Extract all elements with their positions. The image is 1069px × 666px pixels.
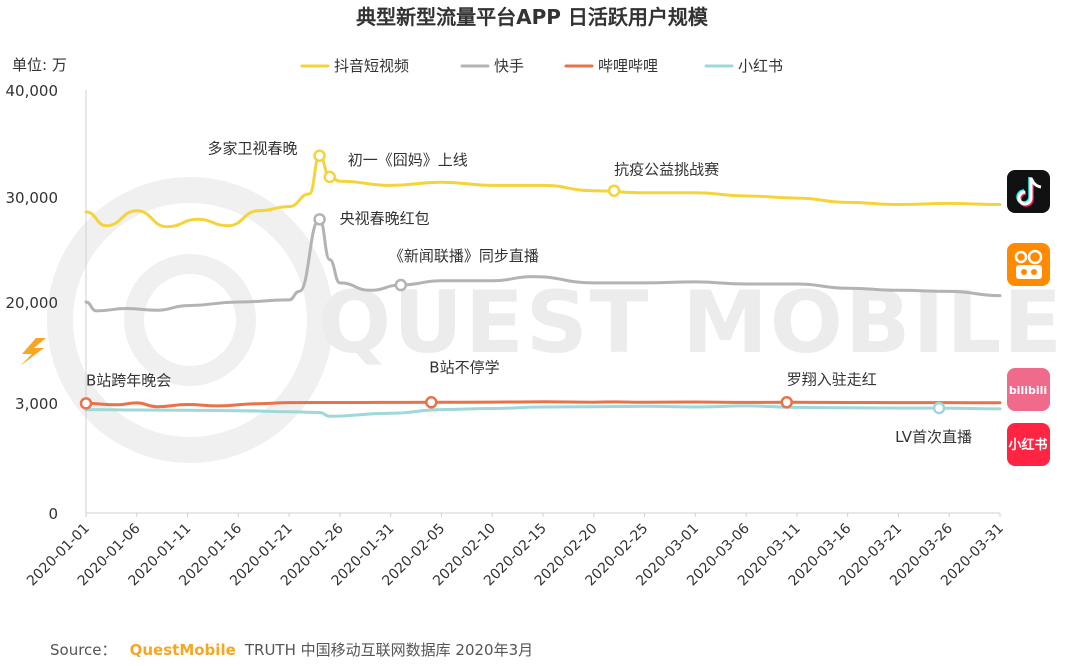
lightning-icon <box>20 338 46 366</box>
annotation-marker <box>394 278 408 292</box>
legend-label: 哔哩哔哩 <box>598 57 658 75</box>
source-line: Source： QuestMobile TRUTH 中国移动互联网数据库 202… <box>50 640 533 659</box>
source-prefix: Source： <box>50 641 117 659</box>
x-axis-ticks: 2020-01-012020-01-062020-01-112020-01-16… <box>24 513 1007 589</box>
annotation-label: B站跨年晚会 <box>86 371 171 389</box>
y-axis-ticks: 40,000 30,000 20,000 3,000 0 <box>6 82 59 523</box>
source-rest: TRUTH 中国移动互联网数据库 2020年3月 <box>244 641 533 659</box>
annotation-label: LV首次直播 <box>895 428 972 446</box>
source-text: Source： QuestMobile TRUTH 中国移动互联网数据库 202… <box>50 640 533 659</box>
source-brand: QuestMobile <box>130 641 236 659</box>
bilibili-icon: bilibili <box>1007 368 1050 411</box>
annotation-label: 初一《囧妈》上线 <box>348 151 468 169</box>
legend-item-xiaohongshu: 小红书 <box>704 57 783 75</box>
series-line-xiaohongshu <box>84 404 1002 418</box>
watermark-logo-ring <box>47 177 333 463</box>
annotation-marker <box>425 396 438 409</box>
annotation-label: B站不停学 <box>429 358 499 376</box>
tiktok-icon <box>1007 170 1050 213</box>
legend-label: 小红书 <box>738 57 783 75</box>
xiaohongshu-icon: 小红书 <box>1007 423 1050 466</box>
annotation-marker <box>313 149 326 162</box>
annotation-marker <box>79 397 93 410</box>
annotation-markers <box>79 149 946 415</box>
annotation-label: 《新闻联播》同步直播 <box>389 247 539 265</box>
annotation-label: 抗疫公益挑战赛 <box>614 161 719 179</box>
annotation-label: 罗翔入驻走红 <box>787 370 877 388</box>
bilibili-icon-label: bilibili <box>1009 384 1047 397</box>
annotation-label: 央视春晚红包 <box>340 209 430 227</box>
legend-label: 快手 <box>494 57 524 75</box>
series-line-douyin <box>84 154 1002 229</box>
annotation-marker <box>313 213 326 226</box>
xiaohongshu-icon-label: 小红书 <box>1008 437 1047 453</box>
y-tick-label: 40,000 <box>6 82 59 100</box>
annotation-marker <box>323 170 336 184</box>
watermark-logo-core <box>124 254 256 386</box>
kuaishou-icon <box>1007 243 1050 286</box>
legend: 抖音短视频 快手 哔哩哔哩 小红书 <box>300 57 783 75</box>
y-tick-label: 20,000 <box>6 294 59 312</box>
unit-label: 单位: 万 <box>12 56 67 74</box>
y-tick-label: 0 <box>48 505 58 523</box>
watermark: QUEST MOBILE <box>47 177 1064 463</box>
annotation-label: 多家卫视春晚 <box>208 140 298 158</box>
y-tick-label: 3,000 <box>15 395 58 413</box>
series-line-bilibili <box>84 400 1002 409</box>
annotation-marker <box>607 184 621 197</box>
annotation-marker <box>932 401 946 415</box>
annotation-marker <box>780 396 793 409</box>
legend-label: 抖音短视频 <box>334 57 409 75</box>
y-tick-label: 30,000 <box>6 189 59 207</box>
watermark-text: QUEST MOBILE <box>318 273 1064 373</box>
legend-item-bilibili: 哔哩哔哩 <box>564 57 658 75</box>
chart-title: 典型新型流量平台APP 日活跃用户规模 <box>356 5 709 29</box>
legend-item-douyin: 抖音短视频 <box>300 57 409 75</box>
legend-item-kuaishou: 快手 <box>460 57 524 75</box>
